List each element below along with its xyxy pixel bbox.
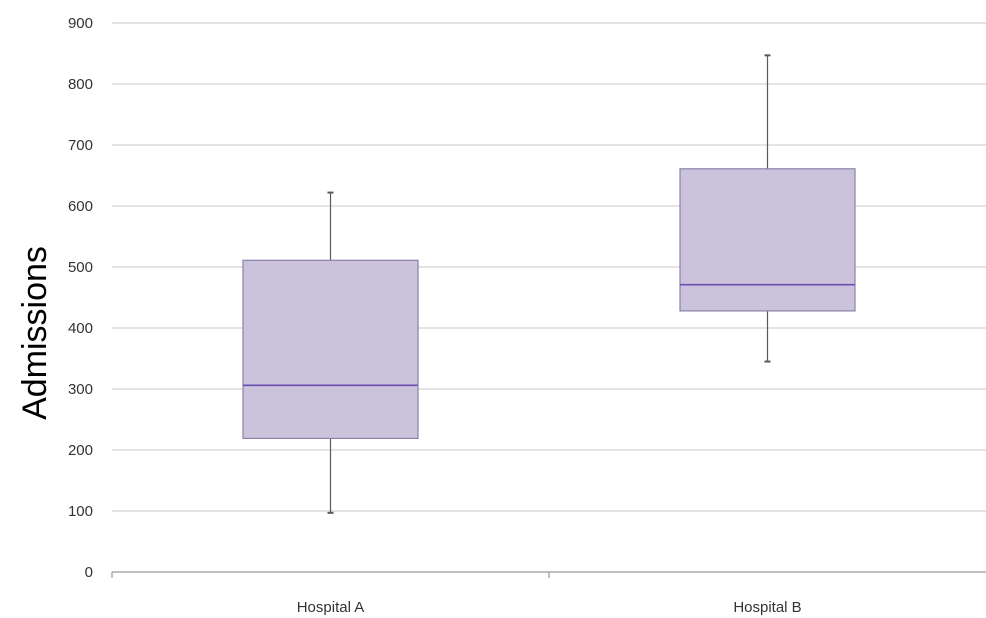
box-hospital-b bbox=[679, 54, 856, 363]
y-tick-label-300: 300 bbox=[68, 381, 93, 398]
x-tick-label-hospital-b: Hospital B bbox=[733, 599, 801, 616]
iqr-box bbox=[679, 168, 856, 312]
y-tick-label-800: 800 bbox=[68, 76, 93, 93]
box-hospital-a bbox=[242, 191, 419, 514]
y-axis-tick-labels: 0 100 200 300 400 500 600 700 800 900 bbox=[68, 15, 93, 581]
y-tick-label-600: 600 bbox=[68, 198, 93, 215]
y-tick-label-400: 400 bbox=[68, 320, 93, 337]
y-tick-label-200: 200 bbox=[68, 442, 93, 459]
iqr-box bbox=[242, 259, 419, 440]
y-tick-label-0: 0 bbox=[85, 564, 93, 581]
y-tick-label-900: 900 bbox=[68, 15, 93, 32]
y-tick-label-700: 700 bbox=[68, 137, 93, 154]
y-axis-label: Admissions bbox=[16, 246, 54, 420]
box-series bbox=[242, 54, 856, 514]
x-axis: Hospital A Hospital B bbox=[111, 571, 986, 616]
x-tick-label-hospital-a: Hospital A bbox=[297, 599, 365, 616]
y-tick-label-100: 100 bbox=[68, 503, 93, 520]
y-tick-label-500: 500 bbox=[68, 259, 93, 276]
